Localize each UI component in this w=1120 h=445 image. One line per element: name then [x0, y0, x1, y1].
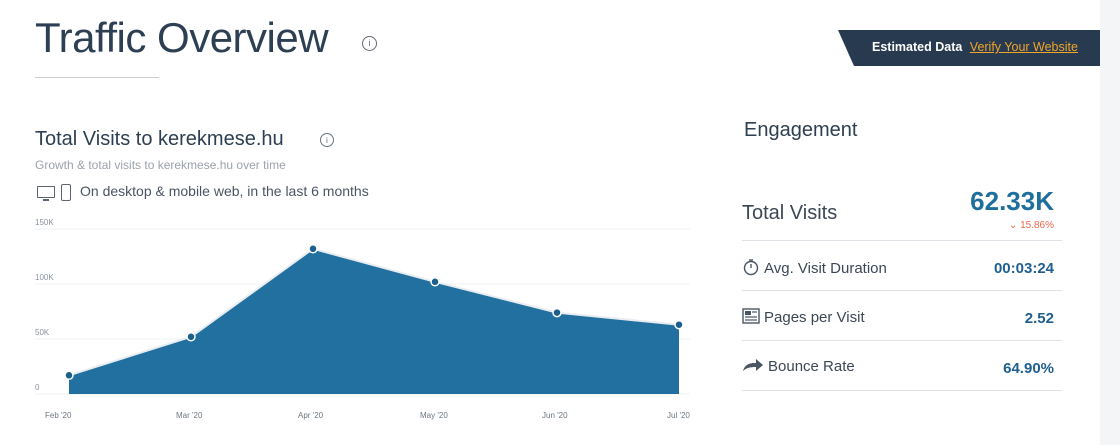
total-visits-value: 62.33K	[970, 186, 1054, 216]
metric-label: Pages per Visit	[742, 308, 865, 328]
metric-value: 2.52	[1024, 310, 1054, 327]
total-visits-label: Total Visits	[742, 202, 838, 224]
down-chevron-icon: ⌄	[1008, 220, 1018, 231]
banner-shape	[838, 30, 1110, 66]
verify-website-link[interactable]: Verify Your Website	[969, 40, 1078, 54]
x-tick-label: May '20	[420, 411, 448, 420]
data-point	[430, 277, 440, 287]
estimated-data-label: Estimated Data	[872, 40, 963, 54]
desktop-stand	[43, 199, 49, 201]
divider	[742, 240, 1062, 241]
x-tick-label: Jun '20	[542, 411, 568, 420]
pages-icon	[742, 308, 760, 328]
x-tick-label: Jul '20	[667, 411, 690, 420]
data-point	[64, 370, 74, 381]
mobile-icon	[61, 184, 71, 201]
data-point	[186, 332, 196, 342]
metric-label-text: Pages per Visit	[764, 308, 865, 326]
metric-label: Avg. Visit Duration	[742, 258, 887, 280]
metric-label: Bounce Rate	[742, 358, 855, 376]
data-point	[308, 244, 318, 254]
title-underline	[35, 77, 159, 78]
estimated-data-banner: Estimated Data Verify Your Website	[838, 30, 1110, 66]
total-visits-change: ⌄ 15.86%	[1009, 220, 1054, 231]
divider	[742, 290, 1062, 291]
info-icon[interactable]: i	[362, 36, 377, 51]
data-point	[552, 307, 562, 318]
total-visits-title: Total Visits to kerekmese.hu	[35, 128, 284, 150]
area-fill	[69, 248, 679, 394]
metric-label-text: Bounce Rate	[768, 358, 855, 375]
total-visits-subtitle: Growth & total visits to kerekmese.hu ov…	[35, 158, 286, 172]
stopwatch-icon	[742, 258, 760, 280]
x-tick-label: Mar '20	[176, 411, 203, 420]
x-tick-label: Apr '20	[298, 411, 324, 420]
desktop-icon	[37, 186, 55, 198]
page-title: Traffic Overview	[35, 14, 329, 61]
info-icon[interactable]: i	[320, 133, 334, 147]
y-tick-label: 0	[35, 383, 40, 392]
y-tick-label: 100K	[35, 273, 54, 282]
divider	[742, 340, 1062, 341]
x-tick-label: Feb '20	[45, 411, 72, 420]
data-point	[674, 319, 684, 330]
metric-value: 64.90%	[1003, 360, 1054, 377]
metric-value: 00:03:24	[993, 260, 1054, 277]
engagement-title: Engagement	[744, 119, 858, 141]
bounce-arrow-icon	[742, 358, 764, 376]
scrollbar[interactable]	[1100, 0, 1120, 445]
series-line	[68, 247, 680, 377]
metric-label-text: Avg. Visit Duration	[764, 259, 887, 277]
device-note-text: On desktop & mobile web, in the last 6 m…	[80, 183, 369, 199]
total-visits-chart: 0 50K 100K 150K Feb '20 Mar '20 Apr '20 May '20…	[35, 218, 690, 420]
estimated-data-text: Estimated Data Verify Your Website	[872, 40, 1078, 54]
divider	[742, 390, 1062, 391]
y-tick-label: 150K	[35, 218, 54, 227]
y-tick-label: 50K	[35, 328, 50, 337]
total-visits-change-value: 15.86%	[1020, 220, 1054, 231]
